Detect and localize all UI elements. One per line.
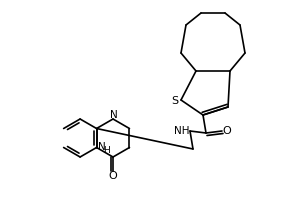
Text: H: H: [103, 146, 110, 155]
Text: N: N: [110, 110, 118, 120]
Text: O: O: [109, 171, 117, 181]
Text: S: S: [171, 96, 178, 106]
Text: N: N: [98, 142, 105, 152]
Text: O: O: [223, 126, 231, 136]
Text: NH: NH: [174, 126, 190, 136]
